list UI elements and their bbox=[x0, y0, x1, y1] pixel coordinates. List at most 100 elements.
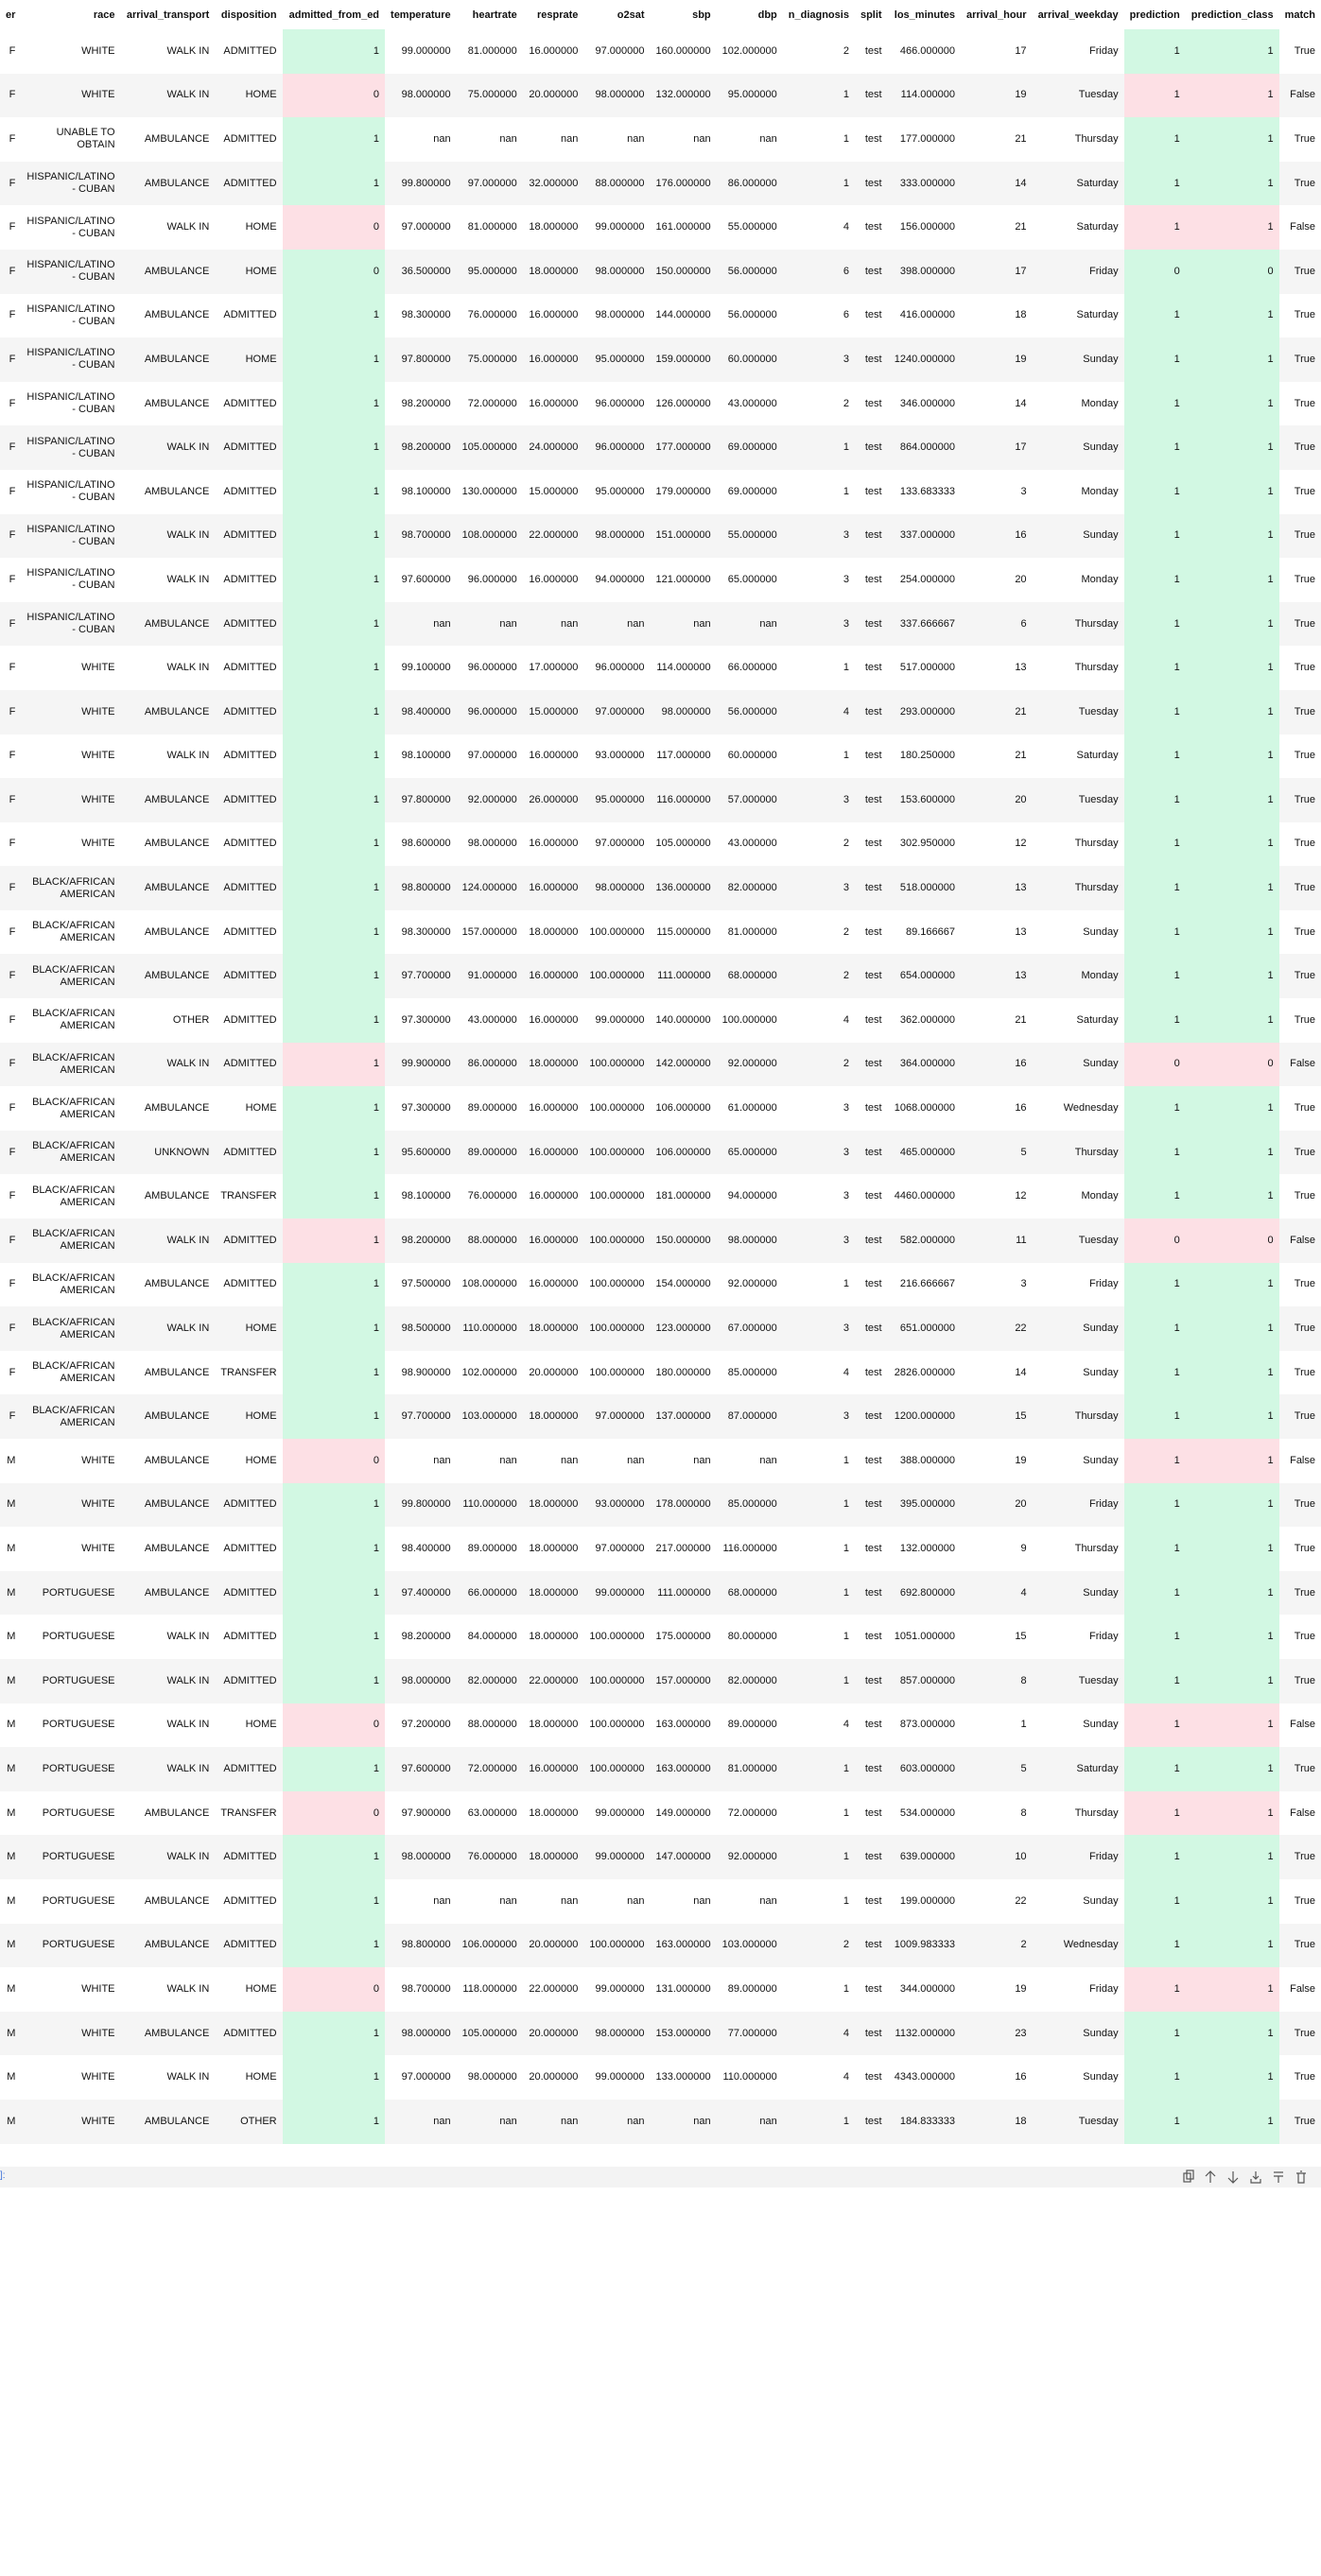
table-cell: True bbox=[1294, 2071, 1315, 2083]
delete-button[interactable] bbox=[1296, 2170, 1306, 2184]
table-cell: F bbox=[0, 954, 22, 999]
copy-button[interactable] bbox=[1183, 2170, 1194, 2183]
table-cell: Sunday bbox=[1032, 425, 1124, 470]
table-cell: F bbox=[9, 221, 16, 233]
table-cell: Tuesday bbox=[1032, 73, 1124, 118]
merge-button[interactable] bbox=[1274, 2171, 1283, 2183]
data-table: er race arrival_transport disposition admitt… bbox=[0, 9, 1321, 2144]
table-cell: 95.000000 bbox=[716, 73, 783, 118]
table-cell: WHITE bbox=[81, 750, 115, 762]
table-cell: True bbox=[1278, 1482, 1321, 1528]
table-cell: 66.000000 bbox=[727, 662, 777, 674]
table-cell: 1 bbox=[282, 1042, 386, 1087]
table-cell: PORTUGUESE bbox=[42, 1807, 115, 1819]
table-cell: 43.000000 bbox=[467, 1013, 517, 1026]
table-cell: 95.000000 bbox=[583, 778, 651, 822]
table-cell: test bbox=[854, 778, 888, 822]
table-cell: Sunday bbox=[1083, 1719, 1119, 1731]
table-cell: 0 bbox=[282, 249, 386, 294]
table-cell: 98.200000 bbox=[385, 425, 457, 470]
table-cell: nan bbox=[433, 1454, 451, 1466]
table-cell: 20.000000 bbox=[522, 1923, 584, 1968]
table-cell: 1 bbox=[1185, 1306, 1279, 1351]
table-row: F BLACK/AFRICAN AMERICAN AMBULANCE ADMITTED… bbox=[0, 866, 1321, 910]
table-cell: 96.000000 bbox=[595, 397, 645, 409]
table-cell: 1 bbox=[1123, 425, 1186, 470]
table-cell: 100.000000 bbox=[589, 1631, 645, 1643]
table-row: F BLACK/AFRICAN AMERICAN WALK IN ADMITTED 1 9… bbox=[0, 1219, 1321, 1263]
table-cell: HOME bbox=[245, 1454, 277, 1466]
table-cell: 1 bbox=[282, 161, 386, 206]
table-cell: 100.000000 bbox=[589, 1102, 645, 1115]
table-cell: 69.000000 bbox=[716, 425, 783, 470]
table-cell: 81.000000 bbox=[727, 925, 777, 938]
table-cell: BLACK/AFRICAN AMERICAN bbox=[21, 866, 121, 910]
table-cell: 1 bbox=[282, 2011, 386, 2056]
table-cell: 154.000000 bbox=[655, 1278, 711, 1290]
table-cell: WALK IN bbox=[166, 1719, 210, 1731]
table-cell: 98.000000 bbox=[467, 2071, 517, 2083]
table-cell: 1 bbox=[782, 73, 855, 118]
table-cell: 95.600000 bbox=[385, 1130, 457, 1175]
table-cell: 1 bbox=[1123, 954, 1186, 999]
table-cell: True bbox=[1278, 866, 1321, 910]
table-cell: True bbox=[1278, 954, 1321, 999]
column-header: prediction bbox=[1129, 9, 1180, 21]
table-cell: WHITE bbox=[81, 1982, 115, 1995]
table-cell: 69.000000 bbox=[727, 485, 777, 497]
table-cell: AMBULANCE bbox=[144, 1454, 210, 1466]
table-cell: Friday bbox=[1032, 1482, 1124, 1528]
table-cell: 1 bbox=[843, 485, 849, 497]
move-down-button[interactable] bbox=[1227, 2171, 1239, 2184]
table-row: F BLACK/AFRICAN AMERICAN UNKNOWN ADMITTED 1 9… bbox=[0, 1130, 1321, 1175]
table-cell: 99.000000 bbox=[595, 1807, 645, 1819]
table-cell: WALK IN bbox=[120, 73, 216, 118]
table-cell: 163.000000 bbox=[650, 1923, 717, 1968]
table-cell: 1 bbox=[1123, 1658, 1186, 1703]
table-cell: test bbox=[854, 1482, 888, 1528]
table-cell: 75.000000 bbox=[456, 337, 523, 382]
table-cell: 98.200000 bbox=[385, 1219, 457, 1263]
table-cell: 147.000000 bbox=[650, 1835, 717, 1879]
table-cell: True bbox=[1278, 601, 1321, 647]
table-cell: nan bbox=[561, 1454, 579, 1466]
table-cell: 163.000000 bbox=[650, 1747, 717, 1791]
table-cell: AMBULANCE bbox=[120, 601, 216, 647]
table-cell: 89.000000 bbox=[456, 1130, 523, 1175]
table-cell: 96.000000 bbox=[456, 689, 523, 735]
table-cell: 108.000000 bbox=[456, 513, 523, 559]
table-cell: 85.000000 bbox=[727, 1366, 777, 1378]
table-cell: 1 bbox=[1185, 1835, 1279, 1879]
table-cell: F bbox=[9, 662, 16, 674]
table-cell: F bbox=[0, 161, 22, 206]
table-cell: 8 bbox=[960, 1658, 1033, 1703]
table-cell: F bbox=[9, 750, 16, 762]
table-cell: 19 bbox=[960, 337, 1033, 382]
table-cell: AMBULANCE bbox=[144, 1894, 210, 1907]
table-cell: 132.000000 bbox=[650, 73, 717, 118]
table-cell: WALK IN bbox=[120, 1219, 216, 1263]
table-cell: 98.700000 bbox=[385, 513, 457, 559]
table-cell: 15.000000 bbox=[529, 485, 579, 497]
table-cell: 92.000000 bbox=[716, 1835, 783, 1879]
table-cell: nan bbox=[433, 1894, 451, 1907]
table-cell: Tuesday bbox=[1032, 778, 1124, 822]
table-cell: F bbox=[9, 573, 16, 585]
table-cell: 99.900000 bbox=[385, 1042, 457, 1087]
table-cell: 1 bbox=[282, 1615, 386, 1659]
table-cell: 16.000000 bbox=[529, 573, 579, 585]
add-below-button[interactable] bbox=[1250, 2171, 1261, 2184]
table-cell: 96.000000 bbox=[467, 573, 517, 585]
table-cell: 337.666667 bbox=[887, 601, 961, 647]
table-cell: 1 bbox=[282, 1923, 386, 1968]
table-cell: 1 bbox=[1123, 2055, 1186, 2100]
table-cell: AMBULANCE bbox=[144, 1366, 210, 1378]
table-cell: 1 bbox=[1185, 1923, 1279, 1968]
move-up-button[interactable] bbox=[1205, 2170, 1216, 2183]
table-cell: test bbox=[864, 1102, 882, 1115]
table-cell: Sunday bbox=[1032, 1570, 1124, 1616]
table-cell: 94.000000 bbox=[727, 1190, 777, 1202]
table-cell: 97.700000 bbox=[385, 1394, 457, 1439]
table-cell: 89.000000 bbox=[467, 1102, 517, 1115]
table-cell: WHITE bbox=[21, 2099, 121, 2144]
